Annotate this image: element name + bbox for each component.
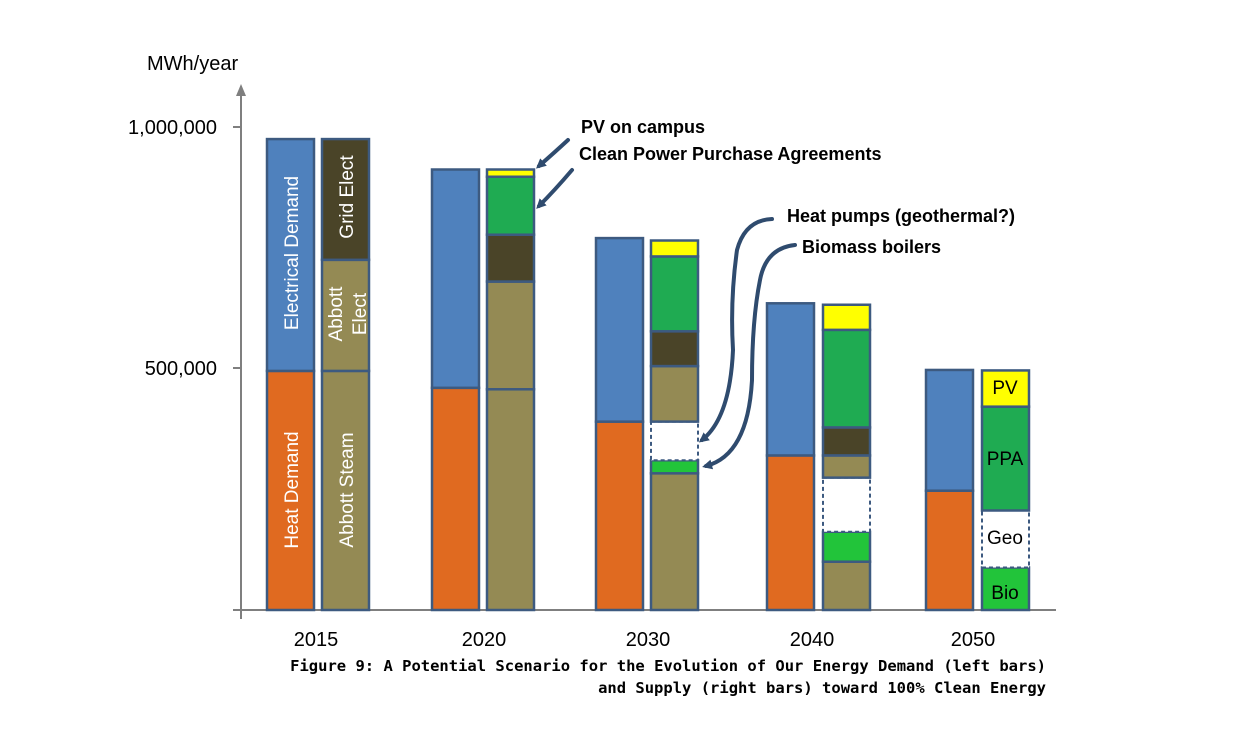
arrow-heat-pumps xyxy=(698,217,774,443)
figure-caption-line2: and Supply (right bars) toward 100% Clea… xyxy=(598,679,1046,697)
x-tick-label-2030: 2030 xyxy=(626,629,671,651)
bar-supply-2030-grid-elect xyxy=(649,330,700,368)
bar-supply-2030-abbott-steam xyxy=(649,472,700,612)
bar-demand-2015-electrical-demand xyxy=(265,137,316,373)
x-tick-label-2040: 2040 xyxy=(790,629,835,651)
bar-supply-2050-pv-on-campus xyxy=(980,369,1031,408)
bar-supply-2030-heat-pumps-geothermal xyxy=(650,420,699,462)
label-abbott-elect-line1: Abbott xyxy=(326,286,347,342)
x-tick-label-2020: 2020 xyxy=(462,629,507,651)
bar-demand-2030-electrical-demand xyxy=(594,236,645,423)
y-tick-label-1000000: 1,000,000 xyxy=(128,117,217,139)
bar-demand-2050-electrical-demand xyxy=(924,368,975,492)
label-ppa: PPA xyxy=(987,449,1024,470)
bar-supply-2020-pv-on-campus xyxy=(485,168,536,178)
bar-supply-2040-grid-elect xyxy=(821,426,872,457)
bar-demand-2030-heat-demand xyxy=(594,420,645,612)
bar-demand-2015-heat-demand xyxy=(265,369,316,612)
annotation-biomass-boilers: Biomass boilers xyxy=(802,237,941,257)
bar-supply-2020-grid-elect xyxy=(485,233,536,283)
bar-demand-2040-electrical-demand xyxy=(765,302,816,457)
label-grid-elect: Grid Elect xyxy=(337,155,358,239)
bar-supply-2040-pv-on-campus xyxy=(821,303,872,332)
bar-supply-2040-abbott-elect xyxy=(821,454,872,479)
label-pv: PV xyxy=(992,378,1018,399)
bar-demand-2020-heat-demand xyxy=(430,386,481,612)
bar-supply-2020-abbott-elect xyxy=(485,280,536,391)
bar-demand-2050-heat-demand xyxy=(924,489,975,612)
y-tick-label-500000: 500,000 xyxy=(145,358,217,380)
x-tick-label-2050: 2050 xyxy=(951,629,996,651)
bar-supply-2050-clean-power-purchase-agreements xyxy=(980,405,1031,512)
arrow-biomass xyxy=(702,243,797,470)
bar-supply-2030-pv-on-campus xyxy=(649,239,700,258)
bar-supply-2030-biomass-boilers xyxy=(649,459,700,475)
bar-supply-2030-abbott-elect xyxy=(649,364,700,423)
x-tick-label-2015: 2015 xyxy=(294,629,339,651)
bar-supply-2015-abbott-steam xyxy=(320,369,371,612)
annotation-pv-on-campus: PV on campus xyxy=(581,117,705,137)
annotation-arrows xyxy=(535,138,797,470)
label-abbott-elect-line2: Elect xyxy=(350,292,371,335)
bar-supply-2040-biomass-boilers xyxy=(821,530,872,563)
label-heat-demand: Heat Demand xyxy=(282,431,303,548)
figure-caption-line1: Figure 9: A Potential Scenario for the E… xyxy=(290,657,1046,675)
label-abbott-steam: Abbott Steam xyxy=(337,432,358,547)
annotation-heat-pumps: Heat pumps (geothermal?) xyxy=(787,206,1015,226)
bar-demand-2020-electrical-demand xyxy=(430,168,481,390)
label-geo: Geo xyxy=(987,528,1023,549)
bar-supply-2040-abbott-steam xyxy=(821,560,872,612)
bar-supply-2040-clean-power-purchase-agreements xyxy=(821,328,872,429)
annotation-clean-ppa: Clean Power Purchase Agreements xyxy=(579,144,881,164)
bar-supply-2040-heat-pumps-geothermal xyxy=(822,476,871,533)
bar-supply-2020-abbott-steam xyxy=(485,388,536,612)
bar-demand-2040-heat-demand xyxy=(765,454,816,612)
y-axis xyxy=(233,84,246,619)
label-bio: Bio xyxy=(991,583,1018,604)
bar-supply-2030-clean-power-purchase-agreements xyxy=(649,255,700,333)
arrow-ppa xyxy=(536,168,574,209)
y-axis-unit-label: MWh/year xyxy=(147,53,238,75)
bars xyxy=(265,137,1031,612)
bar-supply-2020-clean-power-purchase-agreements xyxy=(485,175,536,236)
bar-supply-2015-grid-elect xyxy=(320,137,371,262)
label-electrical-demand: Electrical Demand xyxy=(282,176,303,330)
arrow-pv xyxy=(535,138,570,169)
